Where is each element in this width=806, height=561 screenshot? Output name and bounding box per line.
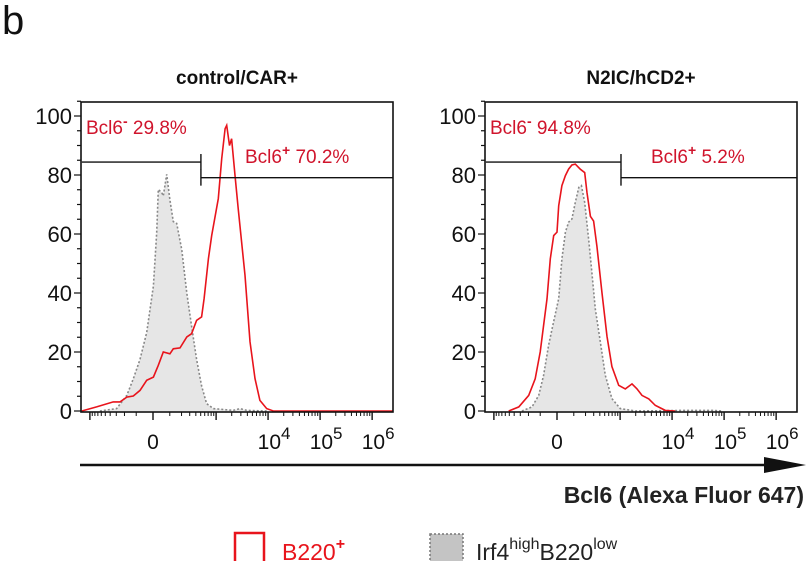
x-tick-exponent: 4 <box>281 424 290 443</box>
x-tick-base: 10 <box>362 431 385 454</box>
x-tick-base: 0 <box>147 431 159 454</box>
gate-label: Bcl6+ 70.2% <box>245 142 349 168</box>
plot-frame <box>484 101 798 413</box>
y-tick-label: 100 <box>439 104 476 129</box>
arrowhead-icon <box>764 457 806 473</box>
gate-sign: - <box>527 113 532 129</box>
legend-base: B220 <box>282 539 336 561</box>
x-tick-exponent: 4 <box>685 424 694 443</box>
legend-base: Irf4 <box>476 539 509 561</box>
irf4-high-fill <box>99 174 267 411</box>
legend-swatch-irf4 <box>429 533 464 561</box>
gate-sign: - <box>123 113 128 129</box>
legend-label-b220: B220+ <box>282 536 345 561</box>
x-tick-label: 0 <box>147 431 159 454</box>
y-tick-label: 0 <box>464 399 476 424</box>
x-tick-base: 0 <box>551 431 563 454</box>
y-tick-label: 60 <box>452 222 476 247</box>
gate-name: Bcl6 <box>651 147 688 168</box>
gate-percent: 5.2% <box>701 147 744 168</box>
y-tick-label: 0 <box>60 399 72 424</box>
x-tick-base: 10 <box>662 431 685 454</box>
legend-sup: low <box>593 536 617 553</box>
gate-percent: 94.8% <box>537 118 591 139</box>
legend-swatch-b220 <box>233 531 266 561</box>
x-tick-base: 10 <box>258 431 281 454</box>
gate-name: Bcl6 <box>490 118 527 139</box>
x-tick-label: 106 <box>766 424 799 454</box>
panel-title: control/CAR+ <box>176 68 298 89</box>
x-tick-label: 105 <box>310 424 343 454</box>
x-tick-exponent: 6 <box>789 424 798 443</box>
y-tick-label: 60 <box>48 222 72 247</box>
gate-percent: 29.8% <box>133 118 187 139</box>
x-axis-label: Bcl6 (Alexa Fluor 647) <box>564 482 804 508</box>
gate-sign: + <box>282 142 290 158</box>
gate-percent: 70.2% <box>295 147 349 168</box>
plot-frame <box>80 101 394 413</box>
y-tick-label: 20 <box>452 340 476 365</box>
y-tick-label: 20 <box>48 340 72 365</box>
y-tick-label: 80 <box>452 163 476 188</box>
x-tick-label: 106 <box>362 424 395 454</box>
legend-sup: high <box>509 536 539 553</box>
b220-histogram-line <box>508 163 676 412</box>
y-tick-label: 80 <box>48 163 72 188</box>
x-tick-label: 105 <box>714 424 747 454</box>
gate-name: Bcl6 <box>245 147 282 168</box>
gate-label: Bcl6- 94.8% <box>490 113 591 139</box>
gate-label: Bcl6- 29.8% <box>86 113 187 139</box>
panel-letter: b <box>2 0 24 43</box>
x-tick-label: 104 <box>258 424 291 454</box>
irf4-high-fill <box>521 185 722 411</box>
legend-sup: + <box>336 536 345 553</box>
x-tick-base: 10 <box>766 431 789 454</box>
panel-title: N2IC/hCD2+ <box>586 68 695 89</box>
x-tick-base: 10 <box>310 431 333 454</box>
legend-label-irf4: Irf4highB220low <box>476 536 618 561</box>
b220-histogram-line <box>81 122 393 412</box>
gate-label: Bcl6+ 5.2% <box>651 142 745 168</box>
legend-mid: B220 <box>539 539 593 561</box>
y-tick-label: 40 <box>48 281 72 306</box>
y-tick-label: 100 <box>35 104 72 129</box>
x-tick-label: 0 <box>551 431 563 454</box>
x-tick-exponent: 5 <box>737 424 746 443</box>
gate-sign: + <box>688 142 696 158</box>
x-tick-exponent: 6 <box>385 424 394 443</box>
y-tick-label: 40 <box>452 281 476 306</box>
gate-name: Bcl6 <box>86 118 123 139</box>
x-tick-label: 104 <box>662 424 695 454</box>
x-tick-exponent: 5 <box>333 424 342 443</box>
x-tick-base: 10 <box>714 431 737 454</box>
irf4-high-histogram-line <box>99 174 267 412</box>
